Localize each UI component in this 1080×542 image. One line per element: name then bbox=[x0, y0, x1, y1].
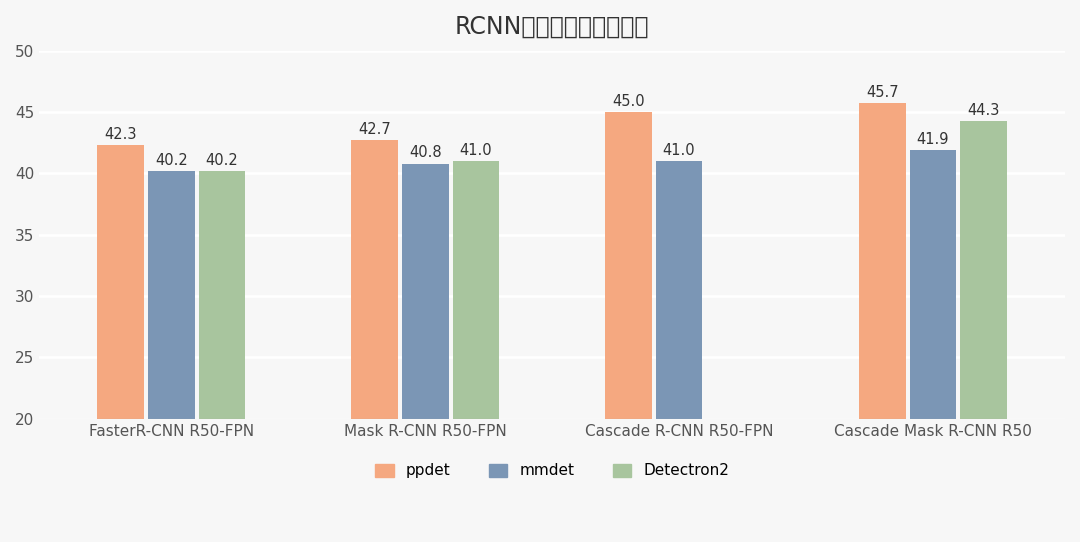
Text: 41.0: 41.0 bbox=[663, 143, 696, 158]
Bar bbox=[97, 145, 144, 418]
Bar bbox=[909, 150, 956, 418]
Bar bbox=[453, 161, 499, 418]
Bar bbox=[351, 140, 397, 418]
Bar bbox=[656, 161, 702, 418]
Bar bbox=[859, 104, 905, 418]
Text: 44.3: 44.3 bbox=[968, 102, 1000, 118]
Bar bbox=[402, 164, 448, 418]
Text: 45.0: 45.0 bbox=[612, 94, 645, 109]
Bar bbox=[605, 112, 651, 418]
Bar bbox=[148, 171, 194, 418]
Bar bbox=[960, 120, 1008, 418]
Bar bbox=[199, 171, 245, 418]
Text: 41.0: 41.0 bbox=[460, 143, 492, 158]
Text: 40.2: 40.2 bbox=[205, 153, 239, 168]
Text: 40.8: 40.8 bbox=[409, 145, 442, 160]
Text: 40.2: 40.2 bbox=[154, 153, 188, 168]
Text: 41.9: 41.9 bbox=[917, 132, 949, 147]
Text: 42.3: 42.3 bbox=[105, 127, 137, 142]
Title: RCNN系列算法效果对比表: RCNN系列算法效果对比表 bbox=[455, 15, 649, 39]
Text: 45.7: 45.7 bbox=[866, 85, 899, 100]
Legend: ppdet, mmdet, Detectron2: ppdet, mmdet, Detectron2 bbox=[369, 457, 735, 485]
Text: 42.7: 42.7 bbox=[357, 122, 391, 137]
